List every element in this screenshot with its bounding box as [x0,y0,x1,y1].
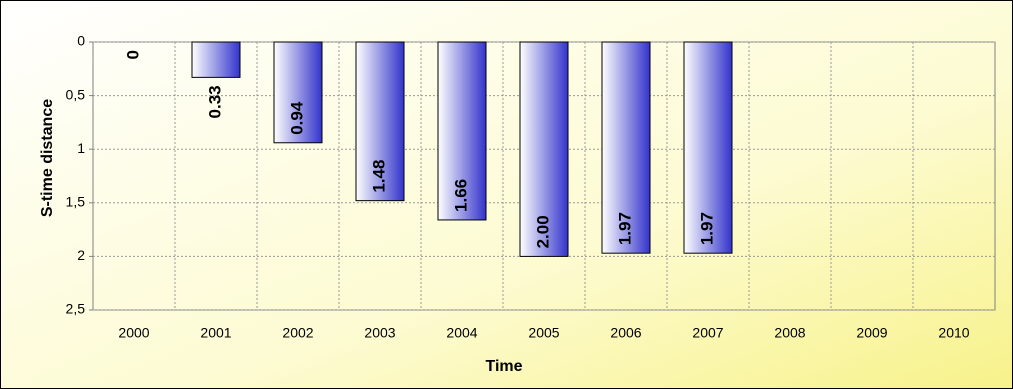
x-tick-label: 2000 [118,325,149,341]
value-label: 1.97 [697,212,716,245]
x-tick-label: 2006 [610,325,641,341]
bar [519,41,569,257]
x-tick-label: 2004 [446,325,477,341]
x-tick-label: 2010 [938,325,969,341]
x-tick-label: 2001 [200,325,231,341]
bar [355,41,405,202]
x-tick-label: 2009 [856,325,887,341]
x-tick-label: 2007 [692,325,723,341]
x-axis-title: Time [485,358,522,375]
y-tick-label: 2,5 [66,301,86,317]
bar [191,41,241,78]
value-label: 0.94 [287,101,306,135]
value-label: 0 [123,50,142,59]
value-label: 1.66 [451,179,470,212]
y-tick-label: 1,5 [66,194,86,210]
y-tick-label: 0,5 [66,86,86,102]
y-tick-label: 0 [77,33,85,49]
x-tick-label: 2002 [282,325,313,341]
bar [683,41,733,254]
x-tick-label: 2003 [364,325,395,341]
value-label: 1.97 [615,212,634,245]
bar [437,41,487,221]
y-axis-title: S-time distance [39,99,56,217]
value-label: 2.00 [533,215,552,248]
bar [273,41,323,144]
bar [601,41,651,254]
y-tick-label: 1 [77,140,85,156]
value-label: 0.33 [205,85,224,118]
value-label: 1.48 [369,160,388,193]
x-tick-label: 2008 [774,325,805,341]
y-tick-label: 2 [77,247,85,263]
x-tick-label: 2005 [528,325,559,341]
